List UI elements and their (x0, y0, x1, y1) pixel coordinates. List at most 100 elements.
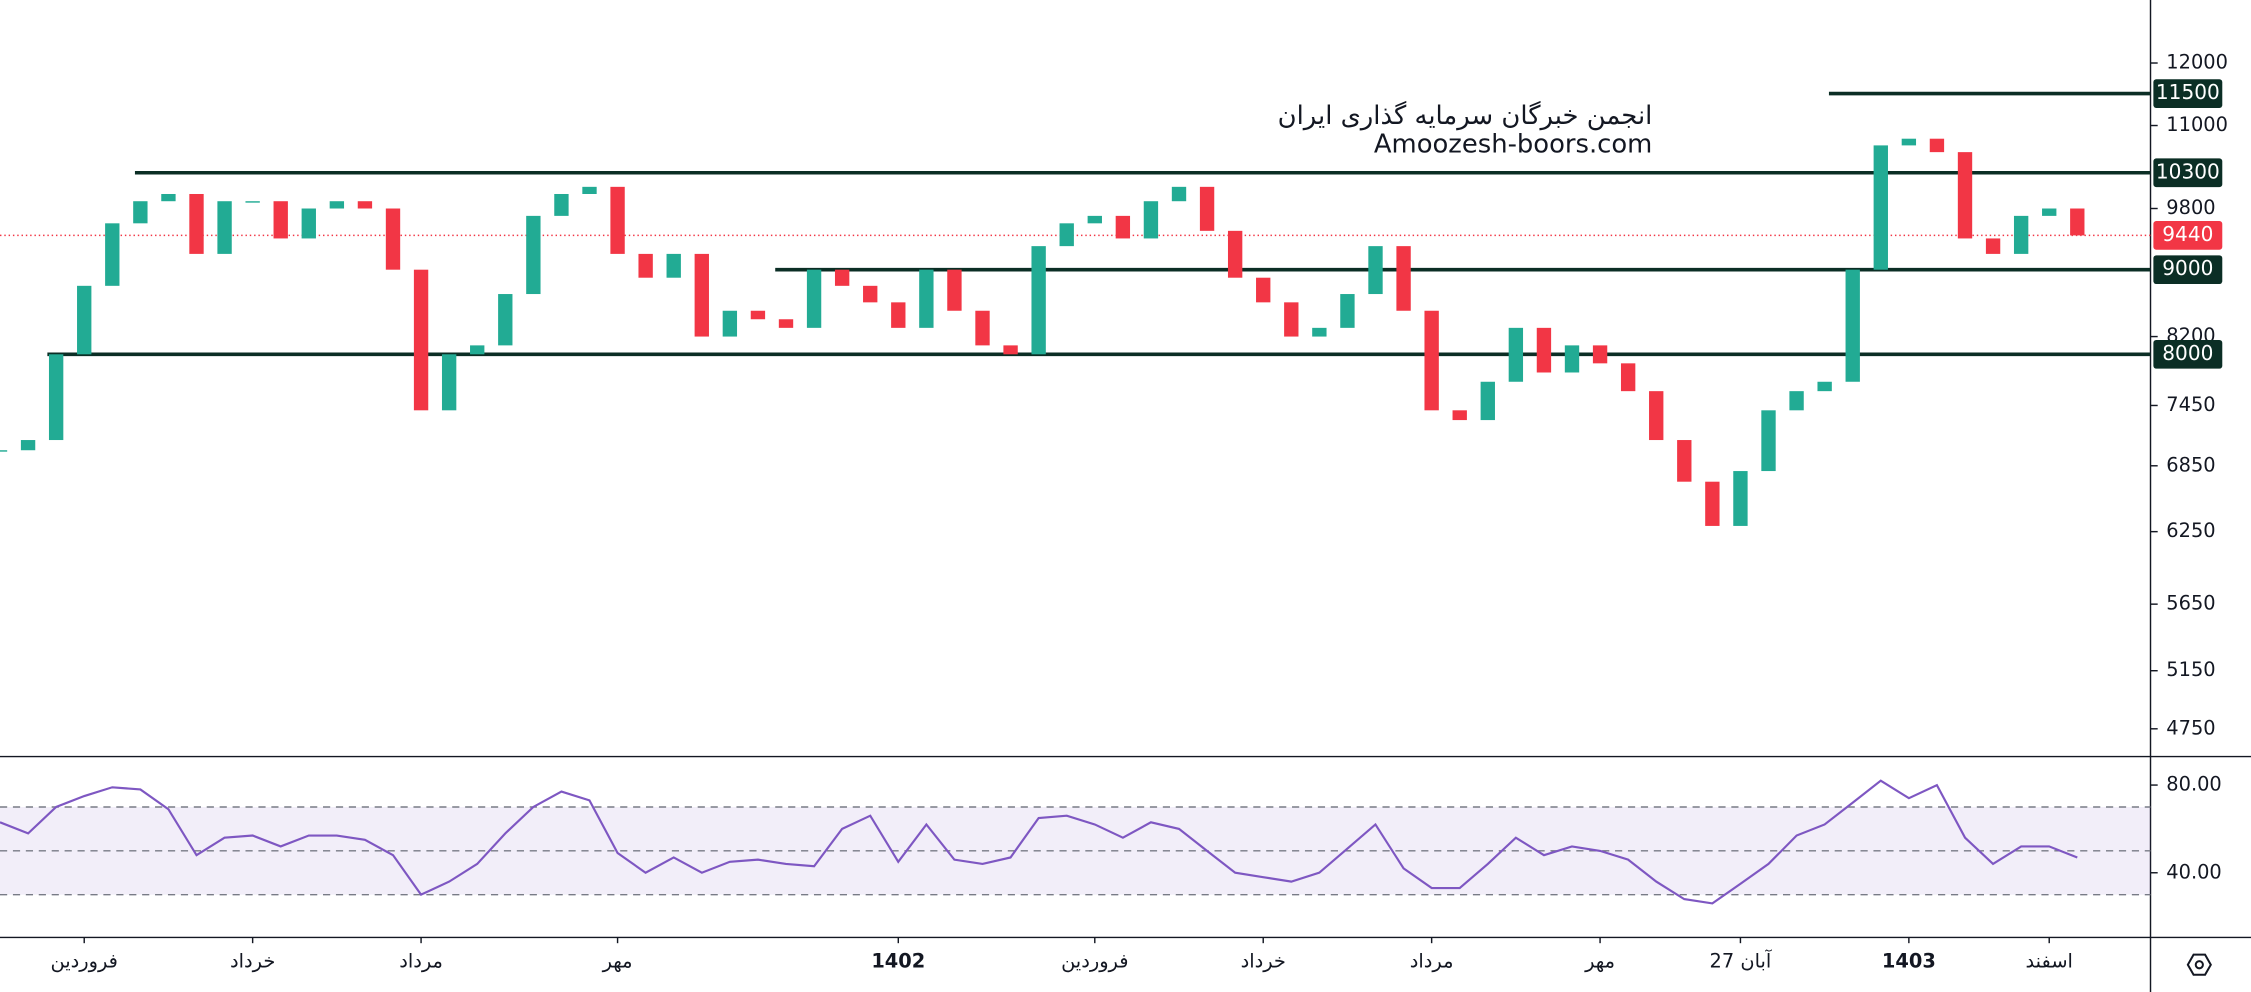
x-tick-label: مرداد (1410, 949, 1454, 972)
rsi-line (0, 779, 2078, 905)
candle (1761, 410, 1776, 472)
candle (357, 201, 373, 209)
candle (1480, 381, 1495, 421)
last-price-label: 9440 (2162, 222, 2213, 246)
watermark-site: Amoozesh-boors.com (1374, 129, 1652, 159)
candle (1649, 391, 1664, 441)
level-label-bg (2153, 339, 2223, 369)
candle (1227, 230, 1243, 278)
candle (610, 186, 625, 254)
candle (975, 310, 990, 346)
x-tick-label: خرداد (230, 949, 275, 972)
candle (77, 285, 92, 355)
candle (1620, 363, 1636, 392)
candle (1340, 294, 1355, 328)
candle (48, 354, 64, 441)
candle (2013, 215, 2029, 254)
candle (1256, 277, 1271, 303)
candle (1171, 186, 1187, 202)
y-tick-label: 5650 (2166, 592, 2215, 615)
candle (1705, 481, 1720, 526)
x-tick-label: مهر (602, 949, 633, 972)
y-tick-label: 7450 (2166, 393, 2215, 416)
y-tick-label: 5150 (2166, 658, 2215, 681)
candle (891, 302, 906, 328)
candle (638, 253, 653, 278)
candle (1536, 327, 1552, 373)
rsi-tick-label: 80.00 (2166, 773, 2221, 796)
candle (385, 208, 401, 270)
candle (1424, 310, 1439, 411)
candle (1929, 138, 1945, 153)
x-tick-label: مرداد (399, 949, 443, 972)
candle (1396, 246, 1411, 311)
candle (1143, 201, 1159, 239)
settings-icon[interactable] (2186, 953, 2212, 976)
candle (1003, 345, 1018, 355)
candle (1087, 215, 1102, 224)
candle (1845, 269, 1860, 382)
level-label-bg (2153, 255, 2223, 285)
candle (161, 193, 176, 202)
candle (947, 269, 962, 311)
x-tick-label: 1403 (1882, 949, 1936, 972)
y-tick-label: 6250 (2166, 519, 2215, 542)
level-label-bg (2153, 158, 2223, 188)
candle (1312, 327, 1327, 337)
y-tick-label: 4750 (2166, 716, 2215, 739)
y-tick-label: 9800 (2166, 196, 2215, 219)
candle (413, 269, 429, 411)
candle (1031, 246, 1046, 355)
candle (666, 253, 681, 278)
x-tick-label: 1402 (871, 949, 925, 972)
candle (0, 450, 8, 452)
candle (1199, 186, 1215, 231)
candle (105, 223, 120, 286)
y-tick-label: 12000 (2166, 51, 2228, 74)
candle (919, 269, 934, 328)
level-label: 11500 (2156, 80, 2220, 104)
candle (834, 269, 850, 286)
candle (189, 193, 204, 254)
candle (301, 208, 316, 239)
candle (1508, 327, 1524, 382)
candle (133, 201, 148, 224)
level-label: 8000 (2162, 341, 2213, 365)
settings-dot[interactable] (2194, 960, 2204, 970)
candle (273, 201, 288, 239)
candle (1733, 471, 1748, 526)
candle (1059, 223, 1074, 247)
candle (1873, 145, 1888, 270)
candle (1564, 345, 1580, 373)
candle (526, 215, 541, 295)
candle (554, 193, 569, 216)
last-price-bg (2153, 221, 2223, 250)
x-tick-label: خرداد (1241, 949, 1286, 972)
candle (1452, 410, 1467, 421)
candle (470, 345, 485, 355)
candle (722, 310, 738, 337)
candle (2042, 208, 2057, 216)
candle (1985, 238, 2001, 254)
x-tick-label: فروردین (1061, 949, 1128, 972)
candle (582, 186, 597, 194)
x-tick-label: مهر (1584, 949, 1615, 972)
x-tick-label: فروردین (50, 949, 117, 972)
candle (1284, 302, 1299, 337)
watermark-title: انجمن خبرگان سرمایه گذاری ایران (1278, 100, 1653, 131)
settings-hexagon[interactable] (2186, 953, 2212, 976)
candle (1789, 391, 1804, 411)
candle (217, 201, 232, 254)
candle (1901, 138, 1917, 146)
level-label-bg (2153, 79, 2223, 108)
x-tick-label: 27 آبان (1710, 948, 1773, 972)
y-tick-label: 6850 (2166, 453, 2215, 476)
candle (2070, 208, 2085, 236)
candle (20, 440, 36, 451)
candle (863, 285, 878, 303)
candle (441, 354, 457, 411)
candle (1957, 152, 1973, 239)
candle (1592, 345, 1608, 364)
